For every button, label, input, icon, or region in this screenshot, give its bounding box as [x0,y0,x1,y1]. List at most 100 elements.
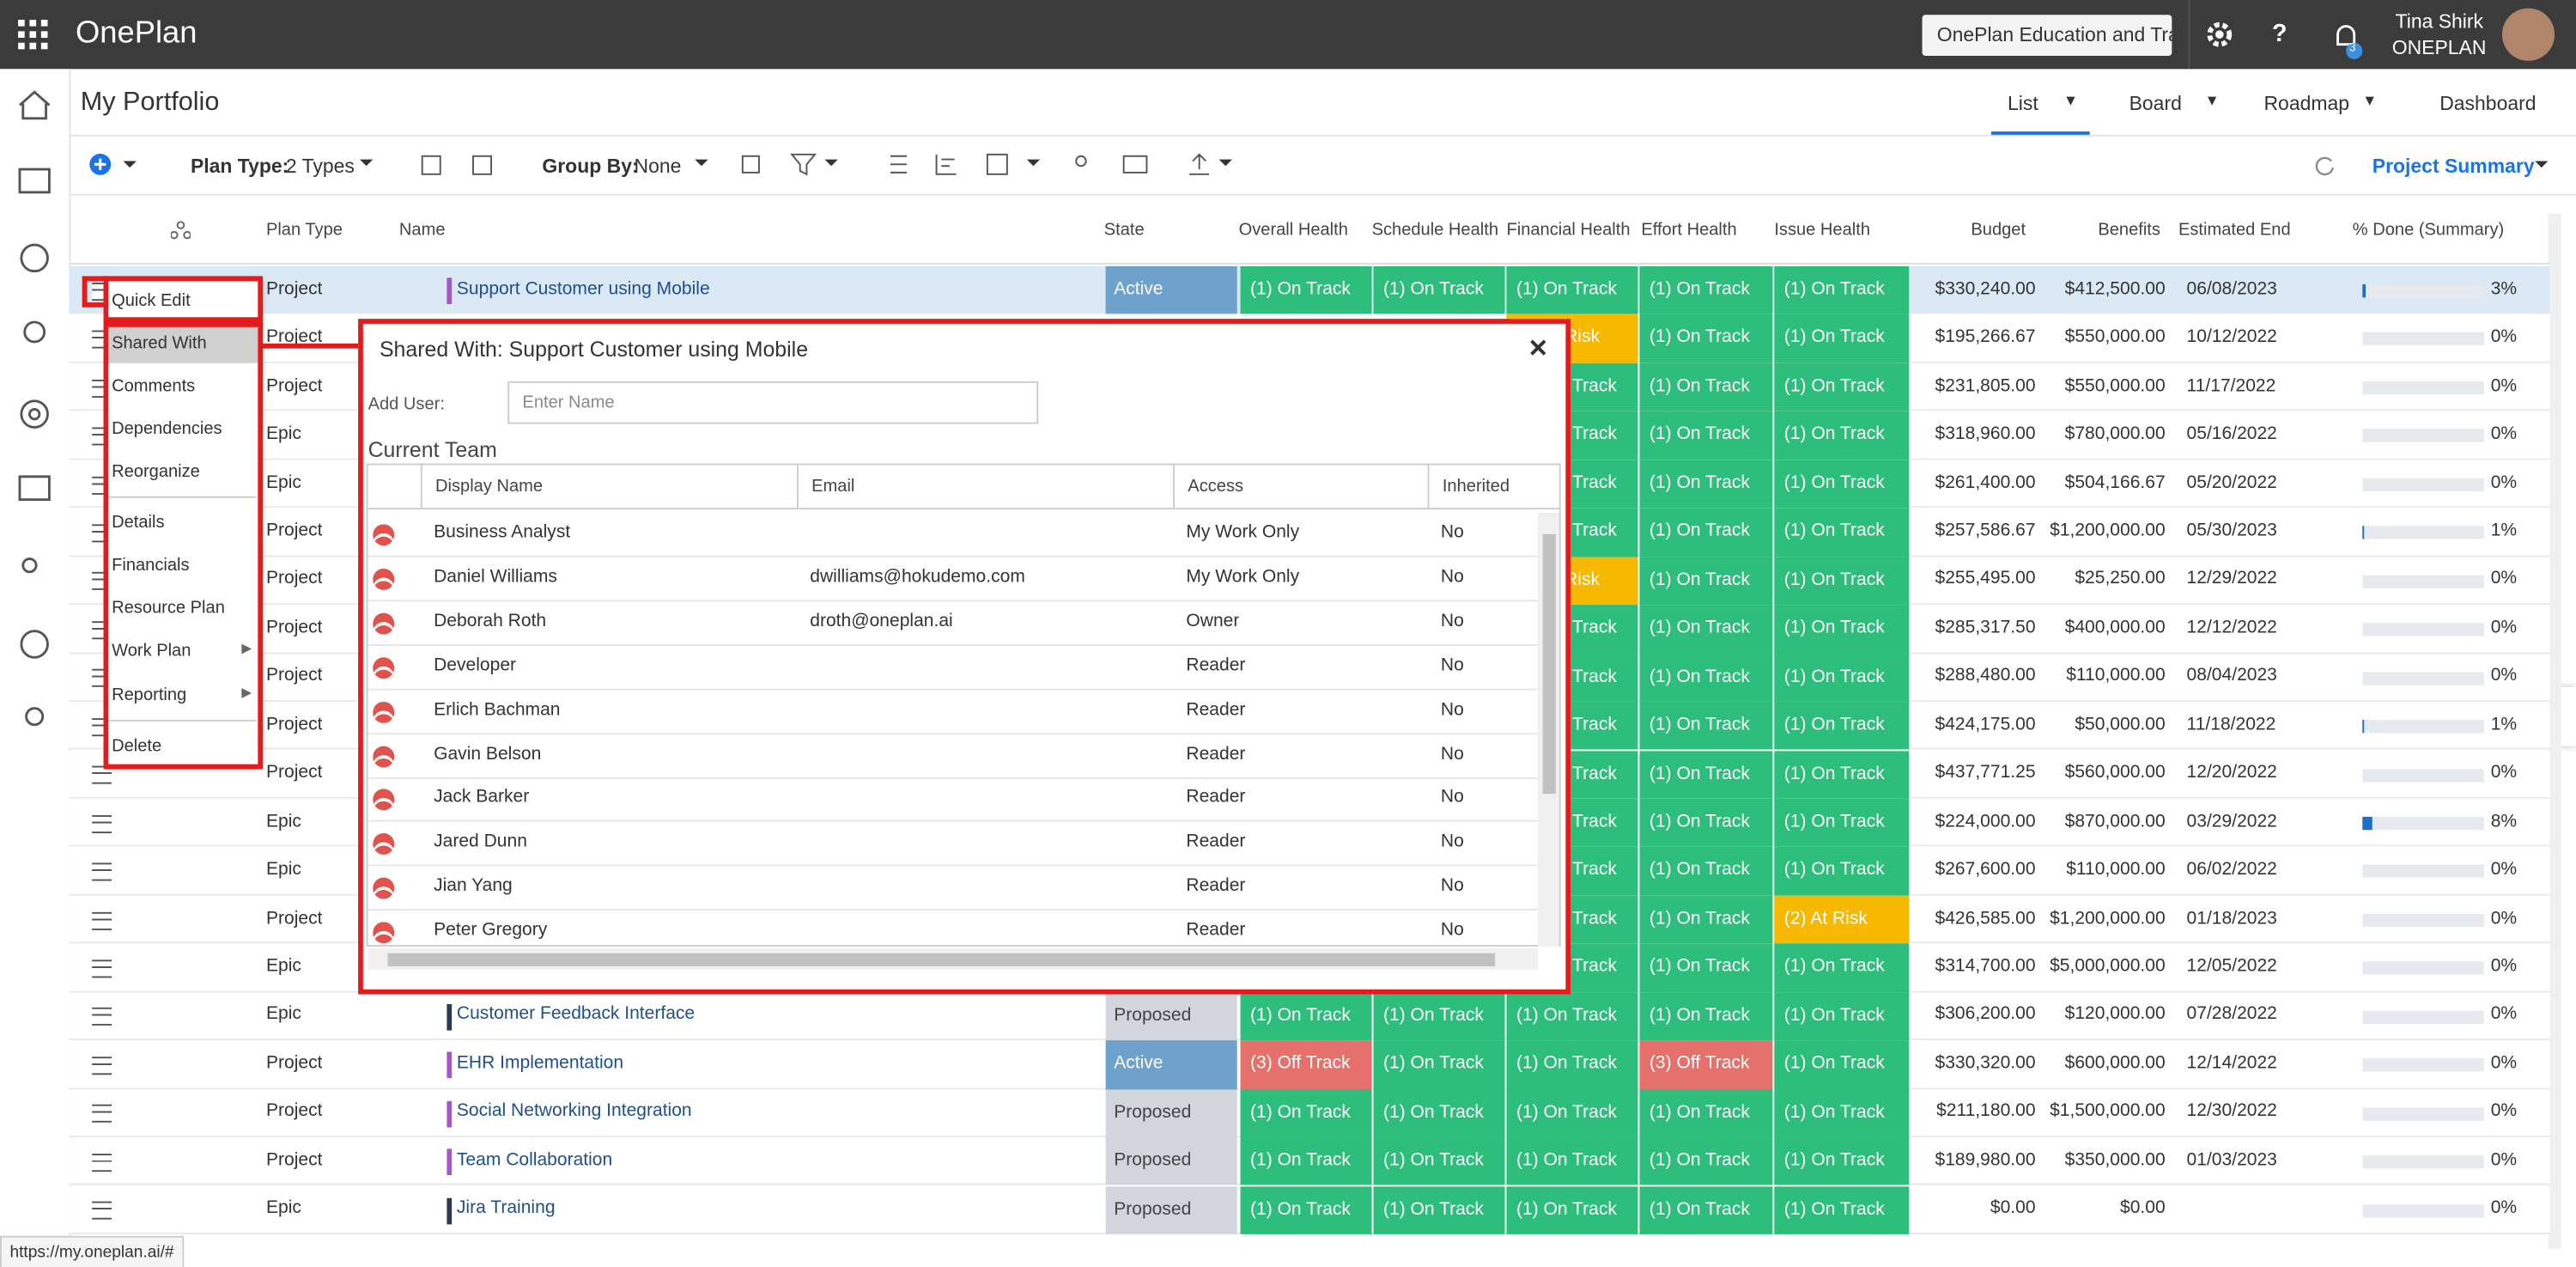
active-tab-underline [1990,131,2090,135]
column-header[interactable]: Schedule Health [1371,220,1499,241]
view-tab[interactable]: Board [2129,92,2182,115]
tab-dropdown[interactable]: ▼ [2362,92,2378,109]
team-header[interactable]: Display Name [435,476,544,496]
refresh-icon[interactable] [2313,155,2336,178]
plan-name[interactable]: Team Collaboration [456,1149,613,1170]
avatar[interactable] [2501,8,2555,61]
row-menu-button[interactable] [92,1105,112,1124]
progress-track [2362,1155,2484,1169]
menu-item[interactable]: Reorganize [112,461,200,482]
plan-name[interactable]: Social Networking Integration [456,1101,692,1122]
health-cell: (1) On Track [1373,1185,1505,1234]
toolbar-icons[interactable] [358,151,1245,178]
remove-button[interactable] [373,524,395,546]
column-header[interactable]: Plan Type [265,220,343,241]
column-header[interactable]: Issue Health [1774,220,1871,241]
view-tab[interactable]: Dashboard [2439,92,2537,115]
row-menu-button[interactable] [92,1153,112,1172]
team-header[interactable]: Access [1188,476,1244,496]
benefits: $1,200,000.00 [2050,908,2166,929]
menu-item[interactable]: Work Plan [112,641,191,661]
add-user-input[interactable]: Enter Name [507,381,1039,424]
row-menu-button[interactable] [92,765,112,784]
menu-item[interactable]: Reporting [112,685,187,705]
estimated-end: 05/30/2023 [2186,521,2277,541]
health-cell: (1) On Track [1373,1040,1505,1089]
row-menu-button[interactable] [92,814,112,833]
budget: $424,175.00 [1935,714,2036,734]
column-header[interactable]: Budget [1971,220,2026,241]
remove-button[interactable] [373,701,395,723]
column-header[interactable]: State [1103,220,1145,241]
column-header[interactable]: Name [398,220,446,241]
column-header[interactable]: Effort Health [1641,220,1737,241]
menu-item[interactable]: Details [112,512,165,533]
hierarchy-icon[interactable] [170,220,191,240]
row-divider [368,688,1538,690]
view-selector[interactable]: Project Summary [2372,154,2535,178]
view-tab[interactable]: Roadmap [2263,92,2350,115]
health-cell: (1) On Track [1639,847,1773,896]
app-launcher[interactable] [18,19,48,50]
tab-dropdown[interactable]: ▼ [2204,92,2220,109]
remove-button[interactable] [373,789,395,811]
menu-item[interactable]: Shared With [112,333,207,354]
state-cell: Active [1105,1040,1237,1089]
column-header[interactable]: Benefits [2098,220,2160,241]
close-button[interactable]: ✕ [1528,335,1549,363]
remove-button[interactable] [373,878,395,899]
row-menu-button[interactable] [92,959,112,978]
menu-item[interactable]: Quick Edit [112,290,191,311]
plan-type: Project [265,375,323,396]
health-cell: (1) On Track [1639,362,1773,411]
plan-name[interactable]: EHR Implementation [456,1053,624,1074]
column-header[interactable]: Estimated End [2178,220,2291,241]
progress-track [2362,429,2484,443]
menu-item[interactable]: Comments [112,376,196,397]
team-header[interactable]: Inherited [1442,476,1510,496]
view-tab[interactable]: List [2008,92,2038,115]
tab-dropdown[interactable]: ▼ [2063,92,2079,109]
menu-item[interactable]: Dependencies [112,418,222,439]
row-menu-button[interactable] [92,1008,112,1026]
remove-button[interactable] [373,612,395,635]
column-header[interactable]: Overall Health [1238,220,1348,241]
state-cell: Active [1105,265,1237,315]
plan-name[interactable]: Support Customer using Mobile [456,278,710,299]
notifications-icon[interactable] [2333,20,2366,59]
row-menu-button[interactable] [92,1057,112,1075]
remove-button[interactable] [373,656,395,679]
plan-type-value[interactable]: 2 Types [285,154,355,178]
row-menu-button[interactable] [92,911,112,930]
add-button[interactable] [88,153,141,176]
percent-done: 0% [2490,666,2518,686]
group-by-value[interactable]: None [634,154,682,178]
dropdown-arrow[interactable] [2533,160,2549,173]
remove-button[interactable] [373,922,395,944]
progress-bar [2362,720,2364,734]
benefits: $110,000.00 [2066,666,2166,686]
help-icon[interactable]: ? [2272,19,2287,48]
menu-item[interactable]: Financials [112,555,190,576]
section-title: Current Team [368,436,497,462]
remove-button[interactable] [373,568,395,590]
sidebar-icons[interactable] [15,85,54,742]
workspace-selector[interactable]: OnePlan Education and Trai [1922,15,2172,57]
row-menu-button[interactable] [92,1202,112,1221]
team-cell: Owner [1186,611,1240,631]
settings-icon[interactable] [2207,21,2233,48]
plan-name[interactable]: Customer Feedback Interface [456,1004,696,1025]
menu-item[interactable]: Resource Plan [112,598,225,618]
plan-type: Project [265,666,323,686]
menu-item[interactable]: Delete [112,736,162,757]
column-header[interactable]: Financial Health [1506,220,1631,241]
remove-button[interactable] [373,833,395,856]
column-header[interactable]: % Done (Summary) [2352,220,2505,241]
plan-type: Epic [265,956,301,977]
team-header[interactable]: Email [811,476,855,496]
remove-button[interactable] [373,745,395,767]
plan-name[interactable]: Jira Training [456,1198,556,1219]
health-cell: (1) On Track [1774,702,1910,751]
progress-track [2362,526,2484,540]
row-menu-button[interactable] [92,862,112,881]
